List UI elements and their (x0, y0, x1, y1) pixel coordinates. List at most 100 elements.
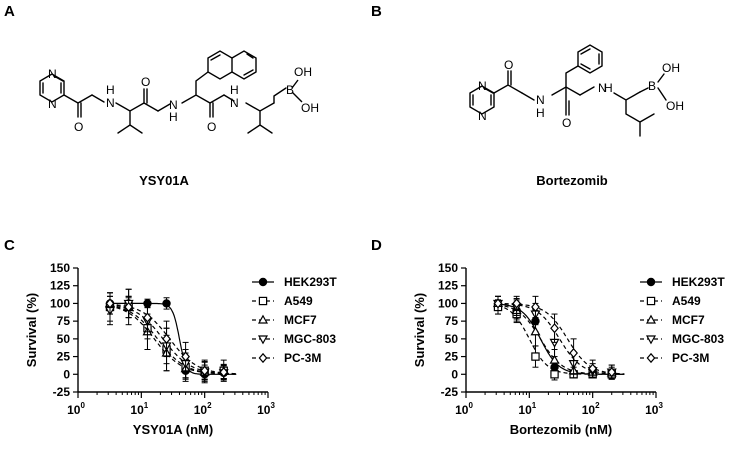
structure-ysy01a-atoms: N N H N O O N H O N H B OH OH (48, 65, 319, 134)
atom-oh: OH (662, 61, 680, 75)
legend-marker (646, 296, 656, 306)
data-point (181, 351, 190, 362)
x-axis-title: Bortezomib (nM) (510, 422, 613, 437)
data-point (105, 298, 115, 309)
pyrazine-ring (39, 73, 65, 103)
atom-oh: OH (301, 101, 319, 115)
compound-name-ysy01a: YSY01A (139, 173, 189, 188)
pyrazine-double-bonds (472, 87, 494, 106)
legend-label: HEK293T (284, 275, 337, 289)
y-axis-title: Survival (%) (24, 293, 39, 367)
atom-o: O (562, 116, 571, 130)
y-tick-label: -25 (441, 385, 459, 399)
legend-marker (645, 335, 657, 345)
atom-b: B (286, 83, 294, 97)
legend: HEK293T A549 MCF7 MGC-803 PC-3M (252, 275, 337, 365)
legend-marker (258, 277, 268, 287)
data-point (607, 367, 617, 378)
leucine-1 (115, 102, 145, 134)
legend-label: PC-3M (284, 351, 321, 365)
data-point (569, 347, 578, 359)
data-point (530, 326, 541, 336)
legend-label: A549 (672, 294, 701, 308)
leucine-2 (245, 102, 275, 134)
chart-d: 150 125 100 75 50 25 0 -25 100 101 102 103 Bortezomi… (412, 261, 725, 437)
data-point (162, 333, 171, 344)
x-tick-label: 103 (645, 401, 663, 417)
y-tick-label: 125 (438, 279, 458, 293)
y-tick-label: 0 (451, 367, 458, 381)
bond (91, 94, 105, 103)
panel-letter-a: A (4, 3, 15, 20)
y-tick-label: 100 (438, 296, 458, 310)
y-tick-label: 50 (445, 332, 459, 346)
atom-b: B (648, 79, 656, 93)
x-axis-title: YSY01A (nM) (133, 422, 213, 437)
bond (63, 94, 79, 104)
carbonyl-2 (565, 86, 570, 116)
atom-o: O (207, 120, 216, 134)
alpha-2 (181, 71, 211, 104)
fit-curve (109, 304, 237, 375)
atom-n: N (230, 96, 239, 110)
y-tick-label: 50 (57, 332, 71, 346)
structure-bortezomib (469, 44, 667, 137)
y-tick-label: 100 (50, 296, 70, 310)
data-point (550, 370, 559, 379)
panel-letter-b: B (371, 3, 382, 20)
atom-o: O (74, 120, 83, 134)
amide-2 (143, 88, 159, 112)
fit-curve (109, 305, 237, 375)
bond (579, 86, 595, 96)
y-tick-label: -25 (53, 385, 71, 399)
amide-3 (209, 94, 225, 118)
boron-bond (639, 87, 649, 93)
y-tick-label: 150 (438, 261, 458, 275)
atom-h: H (230, 83, 239, 97)
x-tick-label: 100 (455, 401, 473, 417)
series-pc-3m (105, 292, 237, 380)
chart-c: 150 125 100 75 50 25 0 -25 100 101 102 103 YSY01A (n… (24, 261, 337, 437)
atom-n: N (48, 97, 57, 111)
x-tick-label: 100 (67, 401, 85, 417)
legend-label: A549 (284, 294, 313, 308)
boronic-acid-bonds (291, 79, 303, 103)
legend-label: MGC-803 (284, 332, 336, 346)
data-point (531, 352, 540, 361)
phenyl-double (580, 48, 600, 70)
atom-n: N (478, 109, 487, 123)
data-point (531, 301, 540, 313)
atom-n: N (106, 96, 115, 110)
atom-h: H (604, 81, 613, 95)
panel-letter-d: D (371, 237, 382, 254)
legend: HEK293T A549 MCF7 MGC-803 PC-3M (640, 275, 725, 365)
y-axis-title: Survival (%) (412, 293, 427, 367)
y-tick-label: 25 (445, 350, 459, 364)
compound-name-bortezomib: Bortezomib (536, 173, 608, 188)
y-tick-label: 25 (57, 350, 71, 364)
atom-h: H (106, 83, 115, 97)
legend-marker (257, 335, 269, 345)
x-tick-label: 102 (582, 401, 600, 417)
atom-n: N (48, 67, 57, 81)
structure-bortezomib-atoms: N N N H O O N H B OH OH (478, 58, 684, 130)
atom-n: N (169, 98, 178, 112)
x-tick-label: 103 (257, 401, 275, 417)
phenyl-ring (577, 44, 603, 74)
atom-o: O (141, 75, 150, 89)
structure-ysy01a (39, 50, 287, 134)
amide-1 (493, 70, 523, 94)
data-point (200, 365, 210, 376)
y-tick-label: 125 (50, 279, 70, 293)
data-point (493, 298, 503, 309)
x-tick-label: 101 (130, 401, 148, 417)
naphthalene-ring-2 (231, 50, 257, 80)
y-tick-label: 0 (63, 367, 70, 381)
data-point (143, 312, 152, 323)
atom-n: N (478, 79, 487, 93)
legend-label: MCF7 (672, 313, 705, 327)
pyrazine-double-bonds (42, 75, 64, 94)
x-tick-label: 101 (518, 401, 536, 417)
legend-marker (645, 314, 657, 324)
